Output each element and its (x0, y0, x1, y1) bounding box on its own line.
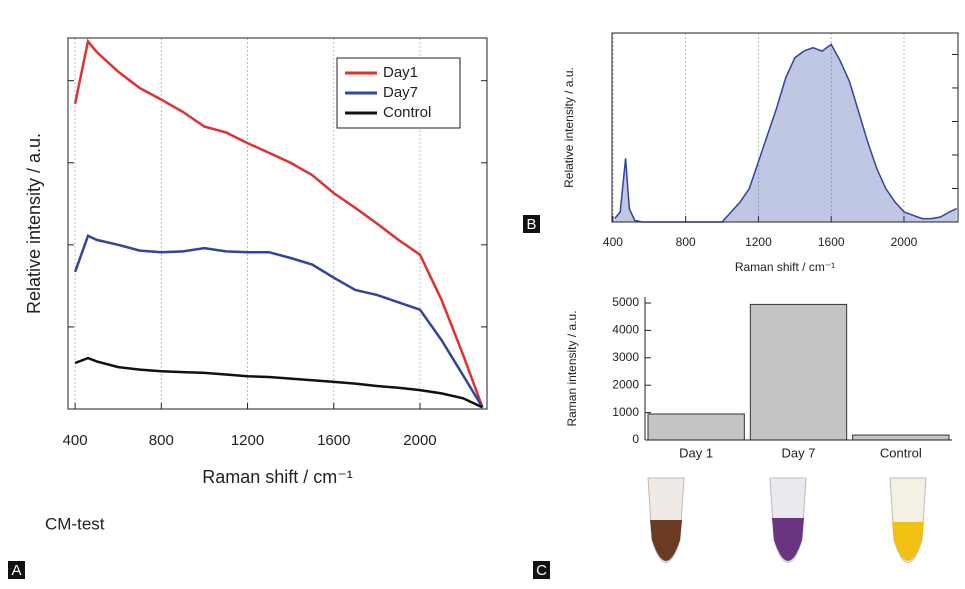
legend-label: Control (383, 104, 431, 121)
panel-label: C (536, 562, 547, 579)
x-tick-label: 400 (63, 432, 88, 449)
x-tick-label: 1600 (317, 432, 350, 449)
x-axis-label: Raman shift / cm⁻¹ (735, 260, 835, 274)
x-tick-label: 800 (149, 432, 174, 449)
x-tick-label: 1200 (231, 432, 264, 449)
tube-photo (647, 477, 927, 563)
plot-frame (611, 32, 959, 223)
legend-label: Day1 (383, 64, 418, 81)
x-tick-label: 800 (676, 235, 696, 249)
x-tick-label: 2000 (891, 235, 918, 249)
y-tick-label: 3000 (612, 350, 639, 364)
x-axis-label: Raman shift / cm⁻¹ (202, 467, 353, 487)
panel-label-box (533, 561, 550, 579)
bar (852, 434, 950, 441)
x-tick-label: 2000 (403, 432, 436, 449)
legend-label: Day7 (383, 84, 418, 101)
y-tick-label: 1000 (612, 405, 639, 419)
x-tick-label: Control (880, 445, 922, 460)
area-fill (614, 44, 957, 223)
panel-label: A (11, 562, 21, 579)
y-tick-label: 2000 (612, 377, 639, 391)
line (73, 38, 484, 408)
y-axis-label: Raman intensity / a.u. (565, 310, 579, 426)
x-tick-label: 1600 (818, 235, 845, 249)
y-axis-label: Relative intensity / a.u. (562, 67, 576, 188)
y-tick-label: 5000 (612, 295, 639, 309)
x-tick-label: 400 (603, 235, 623, 249)
image-caption: CM-test (45, 514, 105, 533)
x-tick-label: Day 1 (679, 445, 713, 460)
x-tick-label: 1200 (745, 235, 772, 249)
y-tick-label: 0 (632, 432, 639, 446)
line (74, 356, 484, 409)
line (73, 234, 484, 409)
y-axis-label: Relative intensity / a.u. (24, 133, 44, 314)
bar (647, 413, 745, 441)
plot-frame (67, 37, 488, 410)
y-tick-label: 4000 (612, 323, 639, 337)
panel-label-box (8, 561, 25, 579)
bar (749, 303, 848, 441)
panel-label: B (526, 216, 536, 233)
x-tick-label: Day 7 (782, 445, 816, 460)
panel-label-box (523, 215, 540, 233)
